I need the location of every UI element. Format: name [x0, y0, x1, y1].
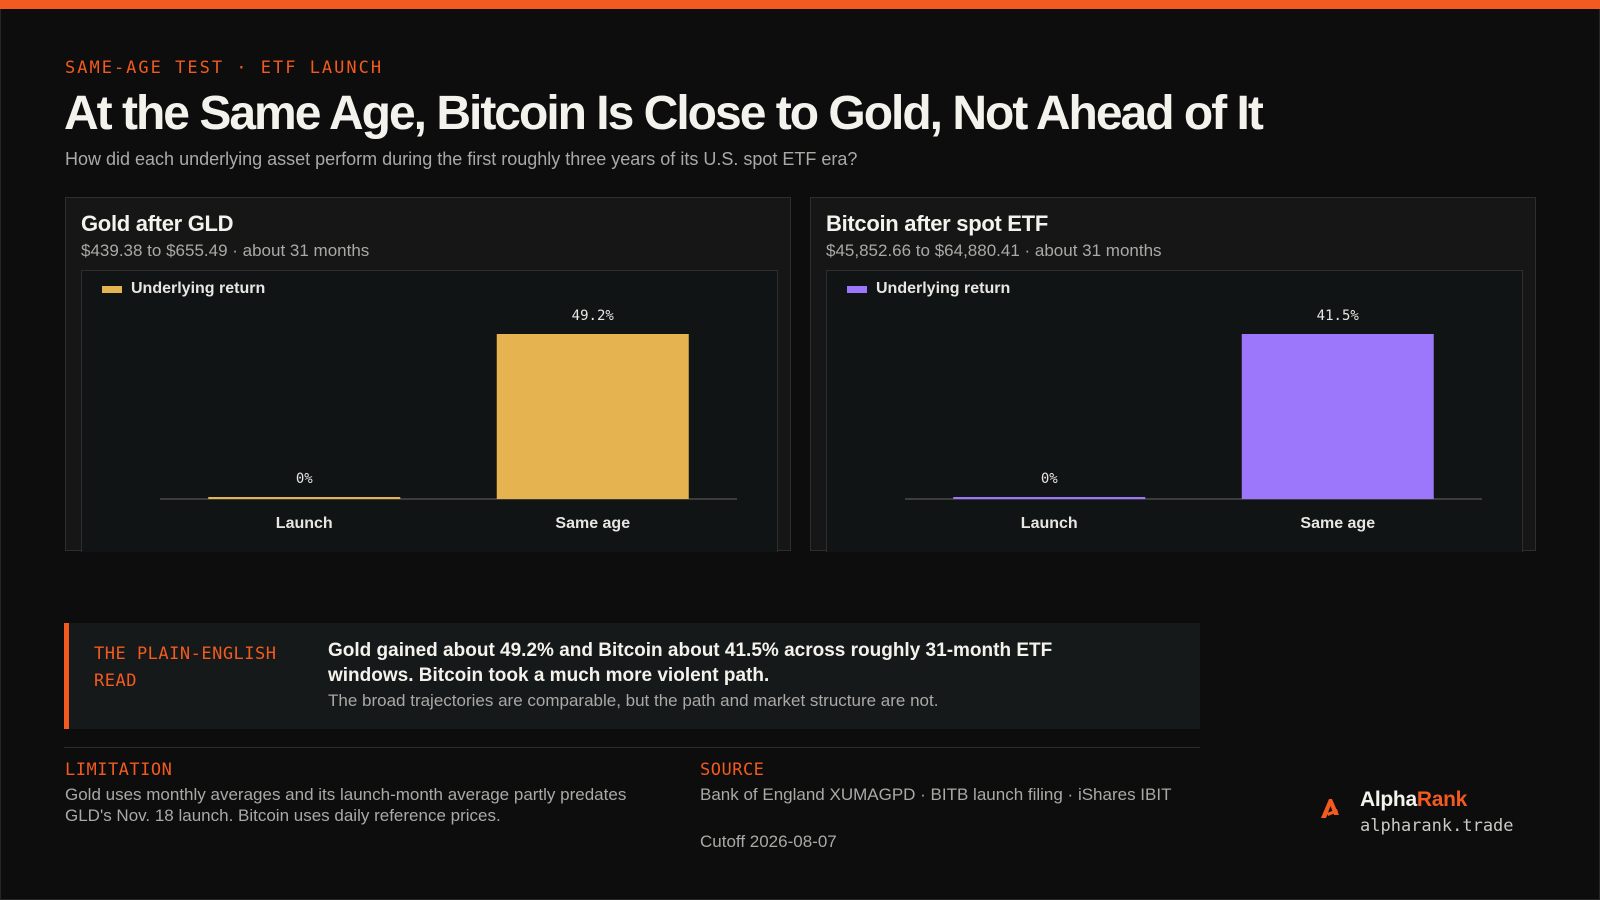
brand-name: AlphaRank: [1360, 788, 1467, 812]
legend-swatch: [847, 285, 867, 293]
chart-title: Gold after GLD: [81, 211, 234, 236]
x-tick-label: Launch: [1021, 515, 1078, 532]
data-label: 0%: [296, 471, 313, 487]
limitation-text: Gold uses monthly averages and its launc…: [65, 785, 627, 825]
legend-label: Underlying return: [876, 280, 1011, 297]
data-label: 41.5%: [1317, 308, 1360, 324]
x-tick-label: Same age: [1300, 515, 1375, 532]
legend-label: Underlying return: [131, 280, 266, 297]
page-title: At the Same Age, Bitcoin Is Close to Gol…: [64, 87, 1264, 140]
gold-bar-chart: 0% Launch 49.2% Same age: [160, 308, 737, 532]
accent-top-bar: [0, 0, 1600, 9]
bitcoin-chart-panel: Bitcoin after spot ETF $45,852.66 to $64…: [810, 197, 1536, 552]
callout-note: The broad trajectories are comparable, b…: [328, 691, 939, 710]
x-tick-label: Same age: [555, 515, 630, 532]
gold-chart-panel: Gold after GLD $439.38 to $655.49 · abou…: [65, 197, 791, 552]
brand-name-rank: Rank: [1416, 788, 1467, 811]
chart-legend: Underlying return: [847, 280, 1010, 298]
bitcoin-plot-area: 0% Launch 41.5% Same age Underlying return: [826, 270, 1523, 552]
plain-english-callout: THE PLAIN-ENGLISH READ Gold gained about…: [64, 623, 1200, 729]
chart-subtitle: $439.38 to $655.49 · about 31 months: [81, 241, 370, 260]
page-subtitle: How did each underlying asset perform du…: [65, 149, 858, 169]
chart-subtitle: $45,852.66 to $64,880.41 · about 31 mont…: [826, 241, 1162, 260]
gold-plot-area: 0% Launch 49.2% Same age Underlying return: [81, 270, 778, 552]
chart-title: Bitcoin after spot ETF: [826, 211, 1048, 236]
brand-url: alpharank.trade: [1360, 816, 1514, 836]
limitation-label: LIMITATION: [65, 760, 173, 780]
eyebrow-label: SAME-AGE TEST · ETF LAUNCH: [65, 58, 384, 78]
source-text: Bank of England XUMAGPD · BITB launch fi…: [700, 785, 1172, 804]
footer-divider: [64, 747, 1200, 748]
callout-label: THE PLAIN-ENGLISH READ: [94, 644, 277, 691]
source-cutoff: Cutoff 2026-08-07: [700, 832, 837, 851]
chart-legend: Underlying return: [102, 280, 265, 298]
callout-main-text: Gold gained about 49.2% and Bitcoin abou…: [328, 640, 1053, 686]
legend-swatch: [102, 285, 122, 293]
source-label: SOURCE: [700, 760, 765, 780]
bar-launch: [953, 497, 1146, 499]
bar-same-age: [496, 334, 689, 499]
bitcoin-bar-chart: 0% Launch 41.5% Same age: [905, 308, 1482, 532]
bar-launch: [208, 497, 401, 499]
alpharank-logo-icon: [1321, 799, 1339, 818]
data-label: 0%: [1041, 471, 1058, 487]
data-label: 49.2%: [572, 308, 615, 324]
x-tick-label: Launch: [276, 515, 333, 532]
bar-same-age: [1241, 334, 1434, 499]
brand-name-alpha: Alpha: [1360, 788, 1417, 811]
